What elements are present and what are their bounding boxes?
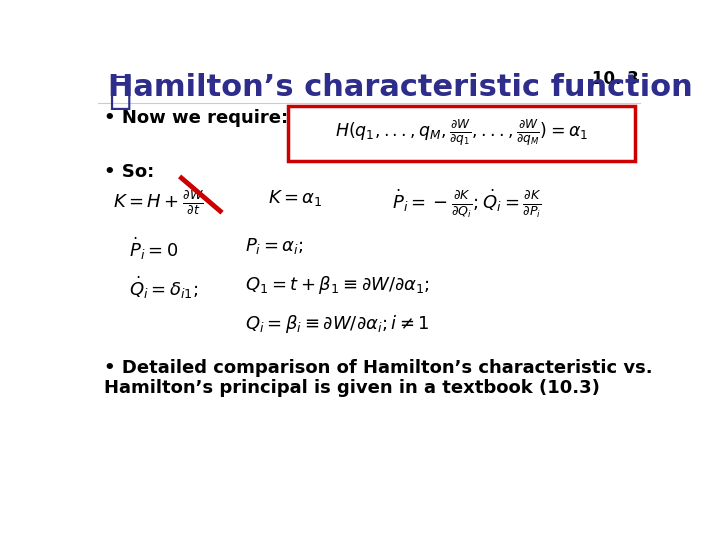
- Text: • So:: • So:: [104, 164, 154, 181]
- Text: $\dot{Q}_i = \delta_{i1};$: $\dot{Q}_i = \delta_{i1};$: [129, 274, 198, 301]
- Text: $K = H + \frac{\partial W}{\partial t}$: $K = H + \frac{\partial W}{\partial t}$: [113, 188, 204, 216]
- Text: $\dot{P}_i = -\frac{\partial K}{\partial Q_i};\dot{Q}_i = \frac{\partial K}{\par: $\dot{P}_i = -\frac{\partial K}{\partial…: [392, 188, 542, 220]
- Text: $P_i = \alpha_i;$: $P_i = \alpha_i;$: [245, 236, 304, 256]
- Text: $\dot{P}_i = 0$: $\dot{P}_i = 0$: [129, 236, 178, 262]
- Text: 10. 3: 10. 3: [592, 70, 639, 88]
- Text: $Q_1 = t + \beta_1 \equiv \partial W / \partial\alpha_1;$: $Q_1 = t + \beta_1 \equiv \partial W / \…: [245, 274, 430, 296]
- Text: $H(q_1,...,q_M,\frac{\partial W}{\partial q_1},...,\frac{\partial W}{\partial q_: $H(q_1,...,q_M,\frac{\partial W}{\partia…: [335, 117, 588, 148]
- Text: Hamilton’s characteristic function: Hamilton’s characteristic function: [107, 72, 693, 102]
- FancyBboxPatch shape: [287, 106, 635, 161]
- Text: Hamilton’s principal is given in a textbook (10.3): Hamilton’s principal is given in a textb…: [104, 379, 600, 397]
- Text: $K = \alpha_1$: $K = \alpha_1$: [269, 188, 323, 208]
- Text: • Now we require:: • Now we require:: [104, 110, 288, 127]
- Text: $Q_i = \beta_i \equiv \partial W / \partial\alpha_i; i \neq 1$: $Q_i = \beta_i \equiv \partial W / \part…: [245, 313, 430, 335]
- Text: 🦎: 🦎: [108, 72, 131, 111]
- Text: • Detailed comparison of Hamilton’s characteristic vs.: • Detailed comparison of Hamilton’s char…: [104, 359, 652, 377]
